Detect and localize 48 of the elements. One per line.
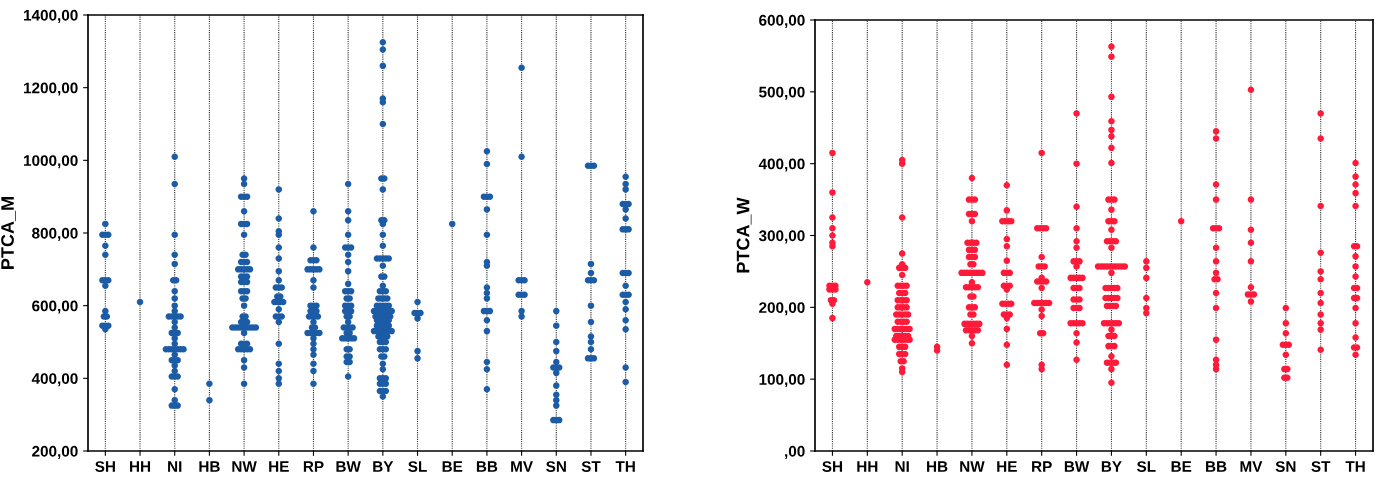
y-tick-label: 400,00 <box>758 158 805 172</box>
y-tick-label: 400,00 <box>31 373 78 387</box>
x-tick-label: HE <box>997 461 1017 472</box>
x-tick-label: MV <box>1240 461 1263 472</box>
y-tick-label: 300,00 <box>758 230 805 244</box>
x-tick-label: SL <box>1136 461 1156 472</box>
x-tick-label: SH <box>822 461 843 472</box>
x-tick-label: NI <box>895 461 909 472</box>
x-tick-label: HE <box>269 461 289 472</box>
x-tick-label: BY <box>373 461 394 472</box>
x-tick-label: HH <box>857 461 878 472</box>
x-tick-label: RP <box>303 461 324 472</box>
y-tick-label: 1200,00 <box>24 82 78 96</box>
x-tick-label: TH <box>615 461 635 472</box>
y-tick-label: 600,00 <box>32 300 78 314</box>
x-tick-label: BB <box>476 461 498 472</box>
x-tick-label: SH <box>95 461 115 472</box>
y-tick-label: 1000,00 <box>24 155 78 169</box>
y-tick-label: 600,00 <box>759 14 805 28</box>
x-tick-label: ST <box>581 461 601 472</box>
x-tick-label: HH <box>130 461 151 472</box>
x-tick-label: HB <box>927 461 948 472</box>
x-tick-label: SN <box>546 461 566 472</box>
x-tick-label: RP <box>1032 461 1052 472</box>
x-tick-label: BW <box>1064 461 1090 472</box>
y-tick-label: 100,00 <box>759 374 805 388</box>
x-tick-label: TH <box>1345 461 1365 472</box>
y-tick-label: 200,00 <box>32 445 78 459</box>
x-tick-label: BB <box>1206 461 1227 472</box>
y-tick-label: 500,00 <box>759 86 805 100</box>
x-tick-label: NI <box>168 461 182 472</box>
x-tick-label: ST <box>1311 461 1331 472</box>
x-tick-label: MV <box>511 461 533 472</box>
x-tick-label: BW <box>336 461 361 472</box>
y-axis-title: PTCA_M <box>1 197 16 269</box>
x-tick-label: BE <box>442 461 463 472</box>
x-tick-label: SN <box>1275 461 1296 472</box>
x-tick-label: HB <box>199 461 220 472</box>
y-tick-label: ,00 <box>785 445 805 459</box>
x-tick-label: NW <box>960 461 985 472</box>
y-tick-label: 1400,00 <box>24 9 78 23</box>
x-tick-label: NW <box>232 461 257 472</box>
y-tick-label: 200,00 <box>759 302 805 316</box>
x-tick-label: BY <box>1101 461 1122 472</box>
x-tick-label: BE <box>1171 461 1192 472</box>
y-tick-label: 800,00 <box>32 227 78 241</box>
y-axis-title: PTCA_W <box>736 197 752 273</box>
x-tick-label: SL <box>408 461 427 472</box>
